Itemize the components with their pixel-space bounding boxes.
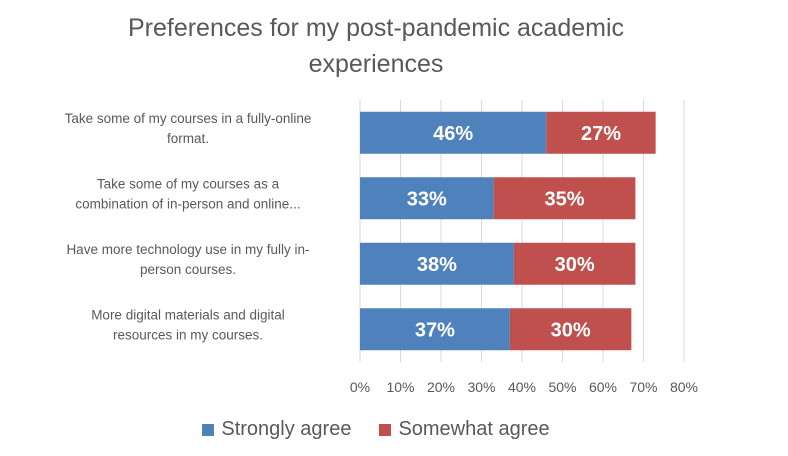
bar-segment: [360, 242, 514, 285]
category-label: format.: [167, 131, 209, 146]
legend: Strongly agree Somewhat agree: [0, 418, 752, 441]
data-label: 30%: [555, 254, 595, 276]
data-label: 27%: [581, 123, 621, 145]
category-label: combination of in-person and online...: [75, 196, 300, 211]
legend-swatch-somewhat-agree: [379, 423, 392, 436]
category-label: Take some of my courses in a fully-onlin…: [65, 111, 312, 126]
legend-label-strongly-agree: Strongly agree: [221, 418, 352, 440]
data-label: 37%: [415, 319, 455, 341]
chart-title: Preferences for my post-pandemic academi…: [0, 10, 752, 82]
x-tick-label: 20%: [427, 379, 455, 395]
chart-title-line-1: Preferences for my post-pandemic academi…: [127, 14, 625, 42]
data-label: 35%: [545, 188, 585, 210]
bar-segment: [509, 308, 632, 351]
bar-segment: [360, 177, 494, 220]
bar-segment: [546, 111, 656, 154]
category-label: Take some of my courses as a: [97, 176, 280, 191]
legend-label-somewhat-agree: Somewhat agree: [398, 418, 550, 440]
x-tick-label: 70%: [629, 379, 657, 395]
bar-segment: [493, 177, 636, 220]
x-tick-label: 80%: [670, 379, 698, 395]
category-label: Have more technology use in my fully in-: [66, 242, 309, 257]
bar-segment: [360, 308, 510, 351]
legend-swatch-strongly-agree: [202, 423, 215, 436]
x-tick-label: 50%: [548, 379, 576, 395]
legend-item-strongly-agree: Strongly agree: [202, 418, 351, 441]
x-tick-label: 60%: [589, 379, 617, 395]
legend-item-somewhat-agree: Somewhat agree: [379, 418, 550, 441]
data-label: 33%: [407, 188, 447, 210]
category-label: More digital materials and digital: [91, 307, 285, 322]
x-tick-label: 40%: [508, 379, 536, 395]
data-label: 38%: [417, 254, 457, 276]
data-label: 46%: [433, 123, 473, 145]
category-label: person courses.: [140, 262, 236, 277]
x-tick-label: 30%: [467, 379, 495, 395]
x-tick-label: 10%: [386, 379, 414, 395]
bar-segment: [513, 242, 636, 285]
category-label: resources in my courses.: [113, 327, 263, 342]
bar-segment: [360, 111, 547, 154]
data-label: 30%: [551, 319, 591, 341]
x-tick-label: 0%: [350, 379, 370, 395]
chart-title-line-2: experiences: [308, 50, 444, 78]
